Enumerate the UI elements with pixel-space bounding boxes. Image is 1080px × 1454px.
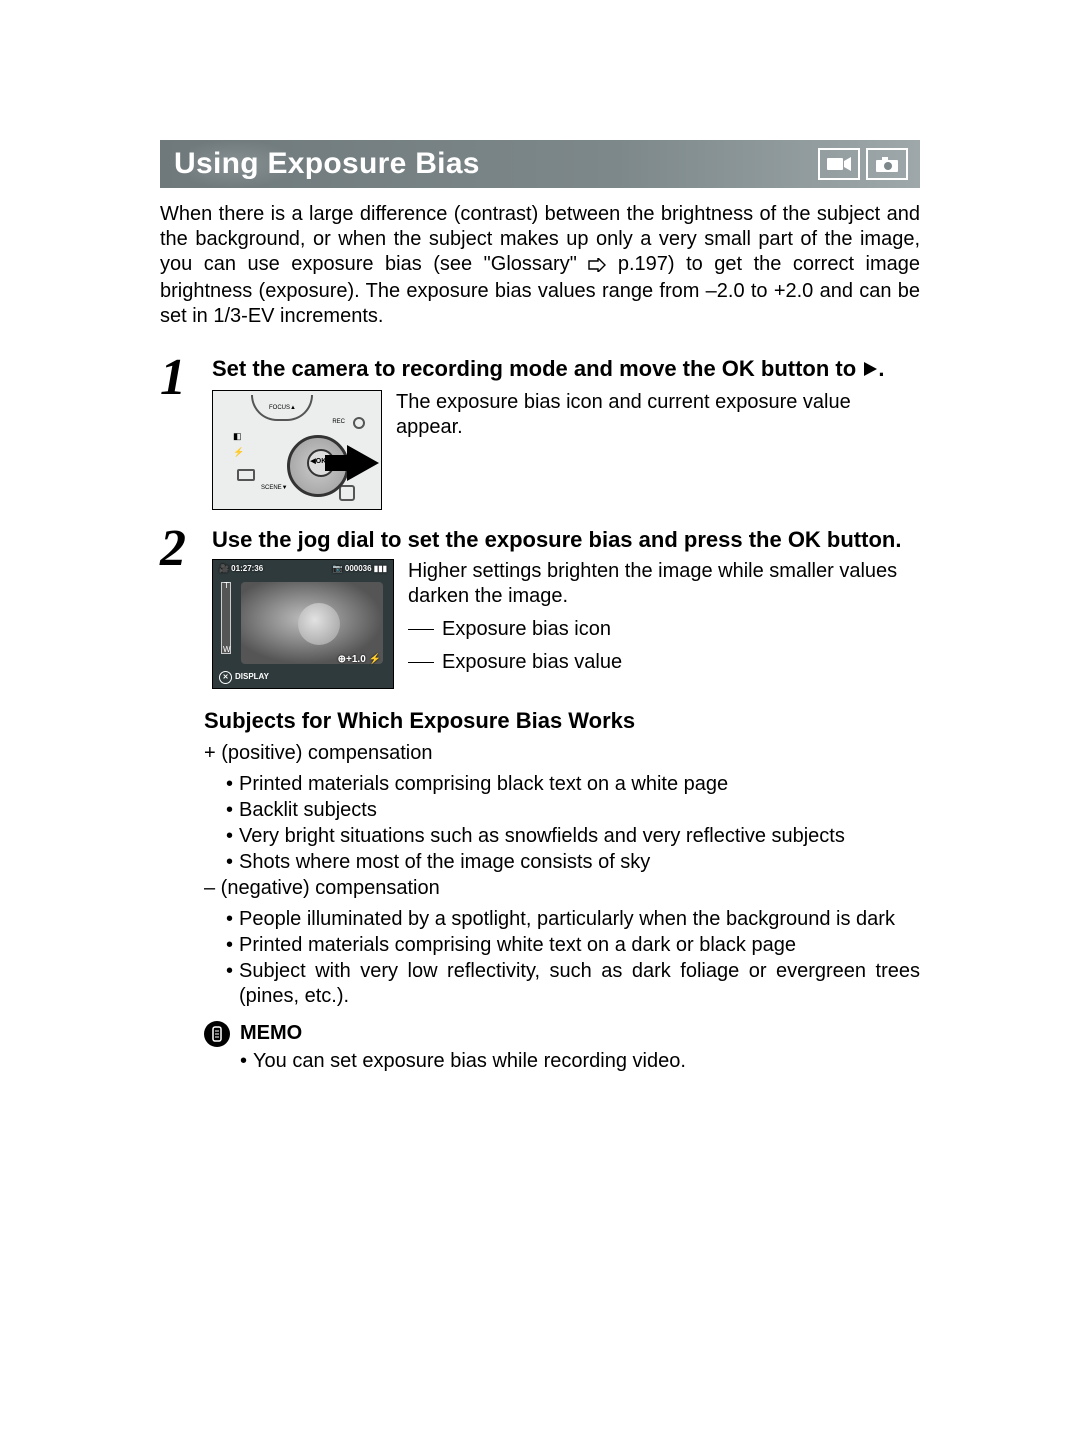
step-2: 2 Use the jog dial to set the exposure b…	[160, 526, 920, 690]
step-1: 1 Set the camera to recording mode and m…	[160, 355, 920, 510]
memo-label: MEMO	[240, 1021, 302, 1046]
lcd-top-right: 📷 000036 ▮▮▮	[333, 564, 387, 574]
step-number: 1	[160, 355, 196, 510]
callout-label: Exposure bias value	[442, 650, 622, 675]
callout-label: Exposure bias icon	[442, 617, 611, 642]
callout-ev-value: Exposure bias value	[408, 650, 920, 675]
negative-comp-list: People illuminated by a spotlight, parti…	[226, 907, 920, 1009]
ev-readout: ⊕+1.0 ⚡	[338, 654, 381, 667]
mode-icon-group	[818, 148, 908, 180]
list-item: Printed materials comprising black text …	[226, 772, 920, 797]
subjects-title: Subjects for Which Exposure Bias Works	[204, 707, 920, 735]
display-label: DISPLAY	[219, 671, 269, 684]
step-2-heading: Use the jog dial to set the exposure bia…	[212, 526, 920, 554]
page-ref-arrow-icon	[588, 254, 606, 279]
scene-label: SCENE▼	[261, 485, 288, 493]
memo-icon	[204, 1021, 230, 1047]
rec-label: REC	[332, 419, 345, 427]
intro-paragraph: When there is a large difference (contra…	[160, 202, 920, 329]
negative-comp-label: – (negative) compensation	[204, 876, 920, 901]
step-2-body: Higher settings brighten the image while…	[408, 559, 920, 609]
positive-comp-list: Printed materials comprising black text …	[226, 772, 920, 875]
camera-icon	[866, 148, 908, 180]
step-1-heading-suffix: .	[878, 356, 884, 381]
camera-controls-illustration: FOCUS▲ REC ◧ ⚡ SCENE▼	[212, 390, 382, 510]
list-item: Subject with very low reflectivity, such…	[226, 959, 920, 1009]
intro-ref-page: p.197	[618, 253, 668, 275]
right-arrow-icon	[347, 445, 379, 481]
section-header: Using Exposure Bias	[160, 140, 920, 188]
list-item: People illuminated by a spotlight, parti…	[226, 907, 920, 932]
section-title: Using Exposure Bias	[174, 145, 480, 183]
sample-image	[241, 582, 383, 664]
positive-comp-label: + (positive) compensation	[204, 741, 920, 766]
list-item: Shots where most of the image consists o…	[226, 850, 920, 875]
list-item: Printed materials comprising white text …	[226, 933, 920, 958]
zoom-scale-icon	[221, 582, 231, 654]
videocam-icon	[818, 148, 860, 180]
lcd-preview-illustration: 🎥 01:27:36 📷 000036 ▮▮▮ ⊕+1.0 ⚡ DISPLAY	[212, 559, 394, 689]
step-1-heading: Set the camera to recording mode and mov…	[212, 355, 920, 384]
memo-list: You can set exposure bias while recordin…	[240, 1049, 920, 1074]
list-item: You can set exposure bias while recordin…	[240, 1049, 920, 1074]
step-1-body: The exposure bias icon and current expos…	[396, 390, 920, 440]
list-item: Very bright situations such as snowfield…	[226, 824, 920, 849]
memo-header: MEMO	[204, 1021, 920, 1047]
step-number: 2	[160, 526, 196, 690]
callout-ev-icon: Exposure bias icon	[408, 617, 920, 642]
right-triangle-icon	[862, 356, 878, 384]
step-1-heading-text: Set the camera to recording mode and mov…	[212, 356, 862, 381]
lcd-top-left: 🎥 01:27:36	[219, 564, 263, 574]
focus-label: FOCUS▲	[269, 405, 296, 413]
list-item: Backlit subjects	[226, 798, 920, 823]
